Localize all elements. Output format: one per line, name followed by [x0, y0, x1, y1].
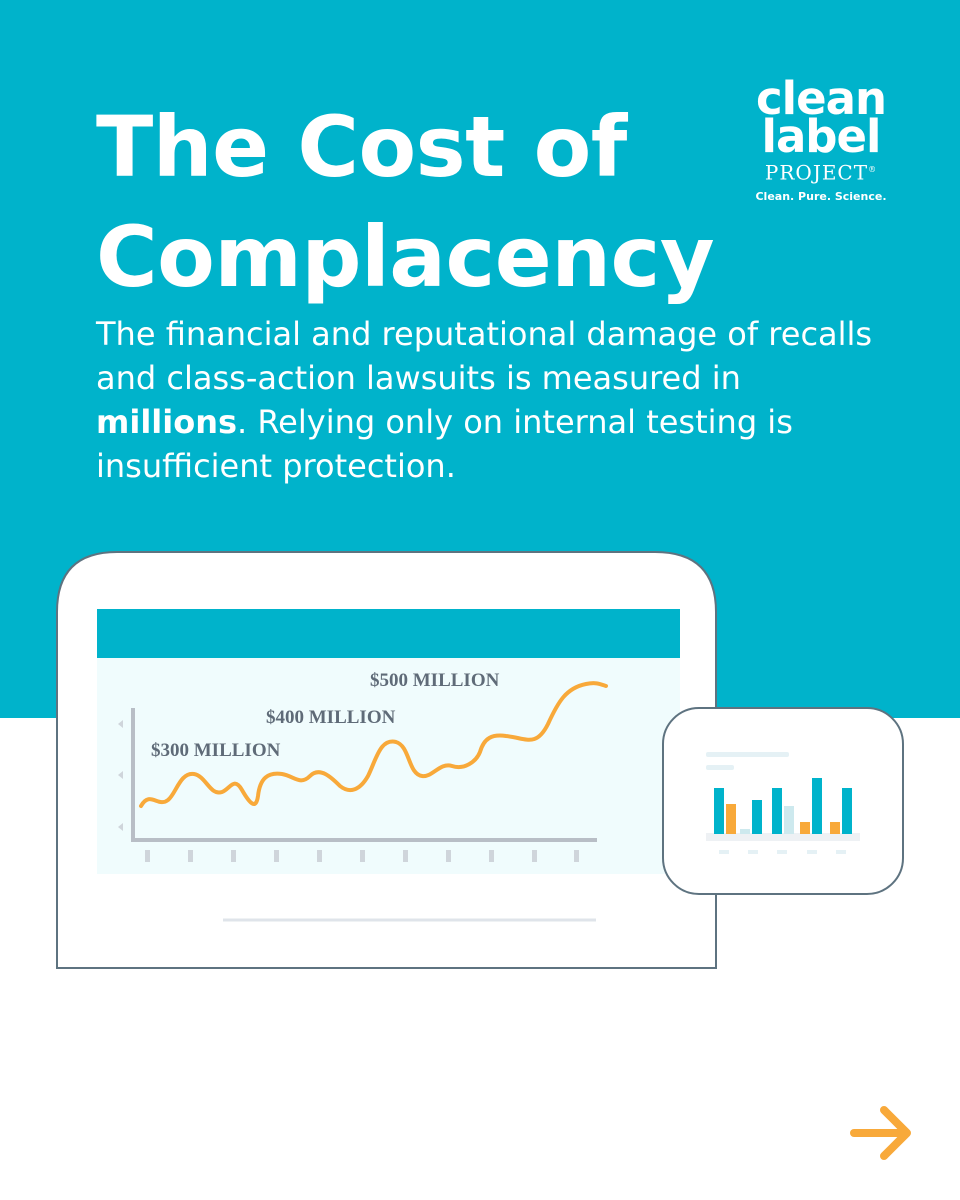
tablet-line-2 [706, 765, 734, 770]
logo-tagline: Clean. Pure. Science. [755, 189, 887, 203]
tablet-line-1 [706, 752, 789, 757]
bar-teal [752, 800, 762, 834]
intro-text-1: The financial and reputational damage of… [96, 315, 873, 397]
tablet-tick [719, 850, 729, 854]
x-tick [145, 850, 150, 862]
title-line-1: The Cost of [96, 98, 627, 196]
x-tick [489, 850, 494, 862]
label-300-million: $300 MILLION [151, 740, 281, 761]
label-400-million: $400 MILLION [266, 707, 396, 728]
y-marker-3 [118, 823, 123, 831]
bar-teal [812, 778, 822, 834]
y-marker-1 [118, 720, 123, 728]
bar-orange [726, 804, 736, 834]
bar-teal [714, 788, 724, 834]
label-500-million: $500 MILLION [370, 670, 500, 691]
x-tick [574, 850, 579, 862]
tablet-bars [714, 778, 852, 834]
x-tick [188, 850, 193, 862]
x-tick [532, 850, 537, 862]
next-button[interactable] [848, 1102, 918, 1168]
logo-word-clean: clean [755, 72, 887, 125]
bar-teal [772, 788, 782, 834]
intro-text-2: . Relying only on internal testing is in… [96, 403, 793, 485]
logo-project-text: PROJECT [764, 160, 869, 185]
logo-word-project: PROJECT® [746, 159, 896, 184]
page-title: The Cost of Complacency [96, 92, 715, 312]
tablet-bar-baseline [706, 833, 860, 841]
bar-orange [800, 822, 810, 834]
tablet-card [662, 707, 904, 895]
arrow-right-icon [850, 1106, 911, 1160]
logo-registered-mark: ® [868, 165, 878, 174]
x-tick [231, 850, 236, 862]
intro-paragraph: The financial and reputational damage of… [96, 312, 886, 488]
x-tick [360, 850, 365, 862]
x-tick [274, 850, 279, 862]
x-tick [403, 850, 408, 862]
bar-light [784, 806, 794, 834]
tablet-tick [807, 850, 817, 854]
tablet-tick [836, 850, 846, 854]
screen-header-bar [97, 609, 680, 658]
tablet-tick [777, 850, 787, 854]
bar-orange [830, 822, 840, 834]
bar-teal [842, 788, 852, 834]
tablet-tick [748, 850, 758, 854]
x-tick [446, 850, 451, 862]
x-axis-ticks [145, 850, 579, 862]
trend-line [139, 681, 608, 808]
intro-emphasis: millions [96, 403, 238, 441]
tablet-axis-ticks [719, 850, 846, 854]
y-marker-2 [118, 771, 123, 779]
bar-light [740, 829, 750, 834]
x-tick [317, 850, 322, 862]
brand-logo: clean label PROJECT® Clean. Pure. Scienc… [746, 72, 896, 204]
title-line-2: Complacency [96, 208, 715, 306]
logo-word-label: label [761, 110, 882, 163]
